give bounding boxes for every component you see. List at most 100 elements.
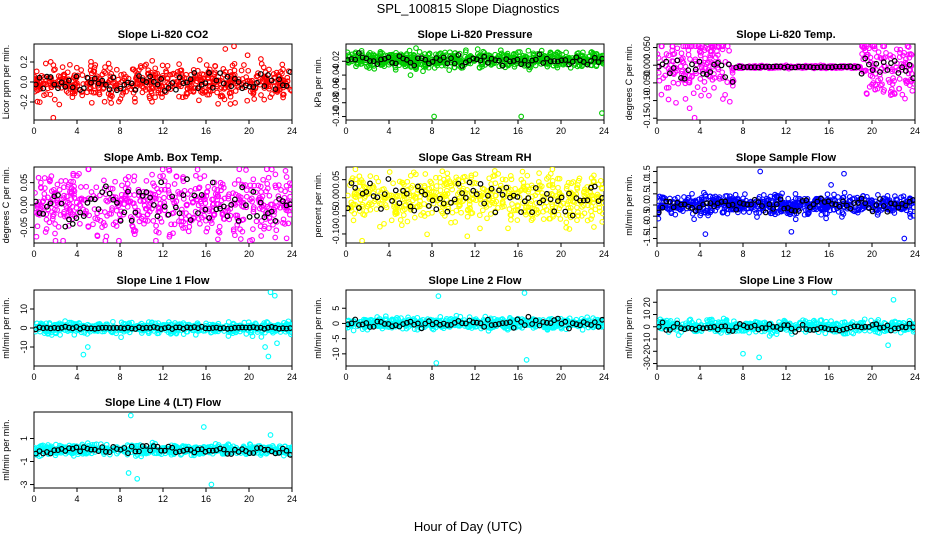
data-point bbox=[152, 94, 158, 101]
data-point bbox=[903, 80, 910, 86]
reference-point bbox=[518, 61, 524, 68]
reference-point bbox=[595, 198, 602, 205]
reference-point bbox=[788, 64, 795, 71]
data-point bbox=[42, 185, 48, 191]
data-point bbox=[880, 199, 887, 206]
data-point bbox=[41, 191, 48, 197]
reference-point bbox=[788, 207, 795, 214]
y-tick-label: 0.05 bbox=[331, 171, 341, 189]
data-point bbox=[227, 212, 234, 219]
reference-point bbox=[84, 325, 91, 332]
data-point bbox=[161, 194, 167, 201]
data-point bbox=[591, 224, 597, 230]
reference-point bbox=[751, 64, 758, 70]
data-point bbox=[506, 206, 513, 212]
data-point bbox=[225, 319, 232, 325]
data-point bbox=[258, 334, 265, 340]
reference-point bbox=[689, 204, 695, 211]
data-point bbox=[218, 92, 225, 99]
reference-point bbox=[503, 184, 510, 191]
data-point bbox=[38, 179, 44, 186]
data-point bbox=[132, 227, 139, 234]
data-point bbox=[567, 205, 574, 211]
data-point bbox=[445, 205, 452, 212]
data-point bbox=[104, 198, 111, 205]
data-point bbox=[370, 190, 377, 197]
data-point bbox=[705, 212, 711, 219]
x-tick-label: 8 bbox=[740, 126, 745, 136]
data-point bbox=[102, 222, 108, 229]
data-point bbox=[716, 194, 723, 200]
reference-point bbox=[69, 84, 76, 91]
data-point bbox=[536, 170, 542, 176]
outlier-point bbox=[431, 113, 437, 120]
data-point bbox=[884, 193, 891, 199]
data-point bbox=[729, 67, 736, 74]
outlier-point bbox=[52, 237, 59, 243]
data-point bbox=[268, 167, 275, 173]
reference-point bbox=[588, 58, 594, 64]
data-point bbox=[706, 92, 712, 99]
reference-point bbox=[143, 324, 150, 331]
data-point bbox=[715, 66, 722, 73]
data-point bbox=[237, 236, 244, 242]
data-point bbox=[785, 195, 792, 202]
reference-point bbox=[378, 56, 384, 63]
reference-point bbox=[250, 324, 257, 331]
data-point bbox=[439, 168, 446, 175]
reference-point bbox=[58, 200, 65, 207]
data-point bbox=[598, 184, 604, 191]
data-point bbox=[191, 85, 198, 91]
data-point bbox=[205, 183, 211, 190]
data-point bbox=[44, 194, 51, 201]
data-point bbox=[464, 213, 471, 220]
scatter-series bbox=[657, 44, 915, 120]
reference-point bbox=[283, 325, 290, 332]
reference-point bbox=[499, 62, 506, 69]
reference-point bbox=[80, 213, 87, 220]
data-point bbox=[497, 47, 504, 54]
outlier-point bbox=[80, 351, 87, 358]
reference-point bbox=[507, 58, 513, 65]
reference-point bbox=[902, 202, 909, 209]
reference-point bbox=[139, 325, 146, 332]
data-point bbox=[724, 192, 730, 199]
y-tick-label: -0.02 bbox=[331, 51, 341, 72]
reference-point bbox=[396, 200, 403, 207]
reference-point bbox=[562, 208, 569, 215]
data-point bbox=[474, 46, 481, 52]
reference-point bbox=[184, 324, 190, 331]
data-point bbox=[262, 329, 268, 336]
reference-point bbox=[147, 325, 154, 331]
reference-point bbox=[855, 63, 861, 70]
data-point bbox=[574, 204, 580, 211]
data-point bbox=[132, 98, 138, 105]
data-point bbox=[34, 233, 40, 240]
data-point bbox=[56, 101, 63, 108]
chart-panel-5: Slope Gas Stream RH0 4 8 12 16 20 24-0.10-0.05… bbox=[313, 152, 609, 259]
data-point bbox=[150, 218, 157, 224]
data-point bbox=[103, 233, 110, 240]
data-point bbox=[168, 221, 175, 228]
data-point bbox=[686, 105, 693, 112]
data-point bbox=[499, 204, 505, 210]
data-point bbox=[249, 333, 256, 340]
reference-point bbox=[566, 190, 572, 197]
data-point bbox=[426, 51, 433, 57]
data-point bbox=[659, 44, 665, 50]
data-point bbox=[60, 237, 66, 243]
data-point bbox=[487, 186, 494, 193]
data-point bbox=[680, 44, 687, 50]
data-point bbox=[751, 206, 758, 213]
reference-point bbox=[514, 193, 521, 200]
reference-point bbox=[209, 84, 216, 91]
data-point bbox=[759, 205, 766, 212]
data-point bbox=[69, 94, 76, 101]
reference-point bbox=[910, 197, 915, 203]
data-point bbox=[421, 182, 428, 189]
reference-point bbox=[209, 325, 216, 331]
reference-point bbox=[287, 69, 292, 75]
data-point bbox=[528, 182, 535, 189]
data-point bbox=[219, 93, 226, 100]
reference-point bbox=[663, 58, 670, 65]
